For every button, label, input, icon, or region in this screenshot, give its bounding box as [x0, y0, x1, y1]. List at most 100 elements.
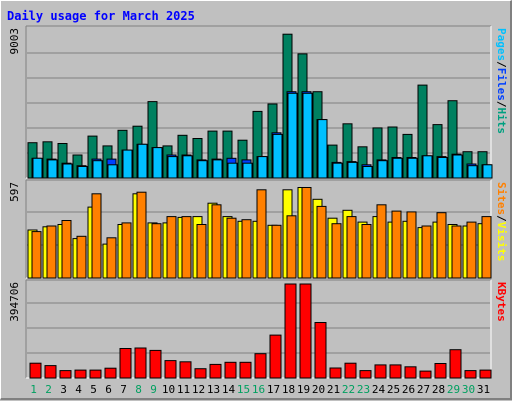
legend-entry: Pages	[495, 28, 508, 61]
bar-kbytes-day-1	[29, 362, 42, 379]
bar-pages-day-20	[317, 119, 328, 179]
x-tick-label: 4	[75, 383, 82, 396]
bar-kbytes-day-23	[359, 370, 372, 379]
x-tick-label: 13	[207, 383, 220, 396]
panel-visits: 597 Sites/Visits	[8, 179, 508, 279]
bar-sites-day-28	[436, 212, 447, 279]
legend-hits: Pages/Files/Hits	[495, 28, 508, 134]
bar-sites-day-16	[256, 189, 267, 279]
x-tick-label: 5	[90, 383, 97, 396]
x-tick-label: 18	[282, 383, 295, 396]
x-tick-label: 31	[477, 383, 490, 396]
bar-sites-day-27	[421, 225, 432, 279]
bar-pages-day-21	[332, 162, 343, 179]
bar-sites-day-7	[121, 222, 132, 279]
bar-sites-day-20	[316, 205, 327, 279]
x-tick-label: 22	[342, 383, 355, 396]
bar-sites-day-21	[331, 223, 342, 279]
legend-entry: /	[495, 61, 508, 68]
bar-kbytes-day-31	[479, 369, 492, 379]
bar-sites-day-8	[136, 191, 147, 279]
panel-hits: 9003 Pages/Files/Hits	[8, 25, 508, 179]
bar-sites-day-1	[31, 231, 42, 279]
bar-pages-day-11	[182, 155, 193, 179]
bar-pages-day-30	[467, 165, 478, 179]
bar-sites-day-18	[286, 215, 297, 279]
x-tick-label: 14	[222, 383, 236, 396]
bar-pages-day-10	[167, 156, 178, 179]
bar-sites-day-23	[361, 224, 372, 279]
bar-sites-day-25	[391, 210, 402, 279]
bar-kbytes-day-20	[314, 322, 327, 379]
x-tick-label: 1	[30, 383, 37, 396]
legend-visits: Sites/Visits	[495, 182, 508, 262]
bar-pages-day-4	[77, 166, 88, 179]
bar-kbytes-day-27	[419, 370, 432, 379]
bar-kbytes-day-9	[149, 349, 162, 379]
x-tick-label: 26	[402, 383, 415, 396]
legend-entry: KBytes	[495, 282, 508, 322]
legend-entry: /	[495, 101, 508, 108]
bar-sites-day-5	[91, 193, 102, 279]
bar-kbytes-day-17	[269, 334, 282, 379]
bar-kbytes-day-14	[224, 361, 237, 379]
bar-sites-day-12	[196, 224, 207, 279]
x-tick-label: 24	[372, 383, 386, 396]
bar-pages-day-12	[197, 160, 208, 179]
bar-kbytes-day-4	[74, 369, 87, 379]
x-tick-label: 11	[177, 383, 190, 396]
bar-pages-day-14	[227, 162, 238, 179]
legend-entry: Visits	[495, 222, 508, 262]
bar-pages-day-19	[302, 92, 313, 179]
x-tick-label: 12	[192, 383, 205, 396]
bar-kbytes-day-10	[164, 360, 177, 379]
x-tick-label: 20	[312, 383, 325, 396]
bar-sites-day-11	[181, 216, 192, 279]
bar-kbytes-day-6	[104, 367, 117, 379]
bar-sites-day-26	[406, 211, 417, 279]
bar-pages-day-23	[362, 166, 373, 179]
bar-kbytes-day-7	[119, 348, 132, 379]
bar-kbytes-day-15	[239, 361, 252, 379]
bar-sites-day-10	[166, 216, 177, 279]
legend-entry: Files	[495, 68, 508, 101]
x-tick-label: 10	[162, 383, 175, 396]
bar-sites-day-31	[481, 216, 492, 279]
bar-kbytes-day-13	[209, 363, 222, 379]
bar-pages-day-18	[287, 92, 298, 179]
bar-sites-day-9	[151, 223, 162, 279]
x-tick-label: 23	[357, 383, 370, 396]
bar-sites-day-6	[106, 237, 117, 279]
bar-kbytes-day-21	[329, 367, 342, 379]
bar-pages-day-8	[137, 143, 148, 179]
bar-pages-day-7	[122, 149, 133, 179]
bar-kbytes-day-19	[299, 283, 312, 379]
x-tick-label: 8	[135, 383, 142, 396]
bar-pages-day-17	[272, 133, 283, 179]
panel-kbytes: 394706 KBytes	[8, 279, 508, 379]
bar-sites-day-19	[301, 187, 312, 279]
bar-pages-day-9	[152, 147, 163, 179]
x-tick-label: 28	[432, 383, 445, 396]
legend-entry: /	[495, 215, 508, 222]
chart-title: Daily usage for March 2025	[7, 9, 195, 23]
bar-kbytes-day-24	[374, 364, 387, 379]
bar-sites-day-13	[211, 204, 222, 279]
legend-kbytes: KBytes	[495, 282, 508, 322]
legend-entry: Hits	[495, 108, 508, 135]
bar-kbytes-day-11	[179, 361, 192, 379]
bar-pages-day-31	[482, 164, 493, 179]
bar-pages-day-26	[407, 157, 418, 179]
x-tick-label: 29	[447, 383, 460, 396]
bar-pages-day-27	[422, 155, 433, 179]
bar-sites-day-14	[226, 217, 237, 279]
bar-kbytes-day-22	[344, 362, 357, 379]
bar-kbytes-day-5	[89, 369, 102, 379]
bar-sites-day-4	[76, 235, 87, 279]
bar-kbytes-day-8	[134, 347, 147, 379]
bar-kbytes-day-2	[44, 365, 57, 379]
bar-pages-day-22	[347, 161, 358, 179]
y-max-label-hits: 9003	[8, 28, 21, 55]
bar-sites-day-24	[376, 204, 387, 279]
